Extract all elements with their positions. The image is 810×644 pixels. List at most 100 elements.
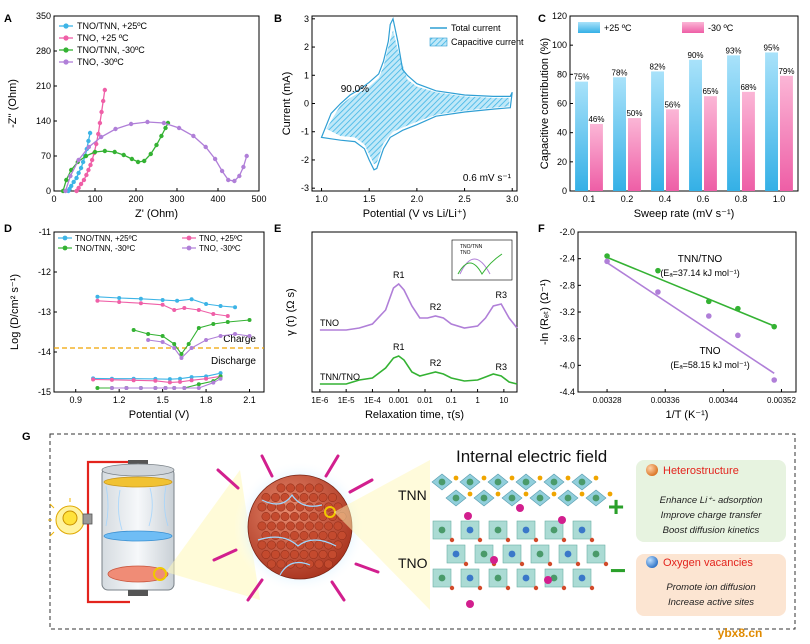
watermark: ybx8.cn (718, 626, 763, 640)
x-tick-label: 0.6 (697, 194, 710, 204)
legend-label-total: Total current (451, 23, 501, 33)
particle-grain (286, 483, 295, 493)
legend-label: TNO, +25 ºC (77, 33, 129, 43)
metal-atom (550, 574, 558, 582)
metal-atom (592, 550, 600, 558)
discharge-point (196, 386, 201, 390)
series-name-tnn: TNN/TNO (678, 254, 723, 265)
charge-point (211, 322, 216, 326)
bar-warm (613, 77, 626, 191)
data-point (212, 156, 218, 162)
metal-atom (578, 574, 586, 582)
cation-atom (550, 478, 558, 486)
x-tick-label: 300 (169, 194, 184, 204)
y-tick-label: 3 (304, 14, 309, 24)
data-point (63, 188, 68, 194)
x-tick-label: 1.5 (156, 395, 169, 405)
legend-label: TNO, -30ºC (199, 244, 241, 253)
data-point (80, 159, 86, 165)
y-tick-label: 120 (552, 11, 567, 21)
legend-marker (63, 23, 69, 29)
panel-g-schematic: + Internal electric field TNN TNO (48, 433, 796, 640)
particle-grain (328, 531, 337, 540)
data-point (92, 149, 98, 155)
bar-label: 95% (764, 43, 780, 52)
cation-atom (536, 494, 544, 502)
bar-label: 65% (702, 87, 718, 96)
charge-point (172, 308, 177, 312)
particle-grain (276, 483, 286, 493)
y-tick-label: 1 (304, 70, 309, 80)
oxygen-atom (449, 537, 455, 543)
y-tick-label: -2 (301, 155, 309, 165)
discharge-point (211, 380, 216, 385)
cation-atom (592, 494, 600, 502)
particle-grain (267, 559, 276, 569)
y-tick-label: 350 (36, 11, 51, 21)
bar-warm (727, 55, 740, 191)
ion-arrow (260, 454, 274, 478)
oxygen-atom (463, 561, 469, 567)
x-axis-label: Potential (V vs Li/Li⁺) (363, 208, 467, 220)
x-tick-label: 200 (128, 194, 143, 204)
x-tick-label: 1E-5 (338, 396, 355, 405)
x-tick-label: 0.1 (446, 396, 458, 405)
data-point (81, 177, 87, 183)
oxygen-atom (509, 475, 515, 481)
y-tick-label: -12 (38, 267, 51, 277)
charge-point (160, 302, 165, 307)
bar-label: 56% (664, 100, 680, 109)
data-point (74, 175, 79, 181)
inset-legend-1: TNO/TNN (460, 244, 483, 250)
particle-grain (290, 512, 299, 521)
inset-legend-2: TNO (460, 250, 471, 256)
charge-point (233, 305, 238, 310)
ion-arrow (330, 580, 346, 602)
particle-grain (324, 521, 333, 531)
metal-atom (578, 526, 586, 534)
bar-cold (666, 109, 679, 191)
data-point (161, 120, 167, 126)
peak-label: R1 (393, 270, 405, 280)
metal-atom (522, 574, 530, 582)
drt-line-0 (319, 282, 518, 331)
cation-atom (508, 494, 516, 502)
chart-c-capacitive-bars: 0 20 40 60 80 100 120 0.1 75% 46% 0.2 78% 50% 0.4 82% 5… (539, 11, 799, 220)
particle-grain (299, 493, 309, 502)
discharge-label: Discharge (211, 356, 256, 367)
charge-point (225, 314, 230, 318)
data-point (68, 173, 73, 179)
particle-grain (276, 559, 286, 569)
metal-atom (494, 526, 502, 534)
panel-label-c: C (538, 13, 546, 25)
y-tick-label: -14 (38, 347, 51, 357)
oxygen-atom (523, 491, 529, 497)
lithium-ion (466, 600, 474, 608)
data-point (735, 332, 741, 339)
cation-atom (452, 494, 460, 502)
particle-grain (309, 493, 318, 502)
oxygen-atom (495, 491, 501, 497)
oxygen-atom (607, 491, 613, 497)
fit-line-0 (606, 256, 775, 327)
y-axis-label: Capacitive contribution (%) (539, 38, 551, 169)
chart-e-frame (311, 231, 518, 393)
panel-label-d: D (4, 223, 12, 235)
legend-marker (62, 245, 68, 251)
particle-grain (271, 512, 280, 521)
bar-label: 82% (650, 62, 666, 71)
oxygen-atom (575, 561, 581, 567)
data-point (735, 305, 741, 312)
discharge-point (218, 371, 223, 376)
particle-grain (309, 531, 318, 540)
capacitive-percent: 90.0% (341, 84, 369, 95)
cation-atom (578, 478, 586, 486)
particle-grain (267, 502, 276, 512)
legend-marker (186, 245, 192, 251)
capacitive-area (326, 30, 510, 165)
data-point (76, 157, 81, 163)
discharge-point (172, 386, 177, 390)
data-point (96, 131, 101, 137)
charge-point (160, 334, 165, 338)
discharge-point (91, 377, 96, 382)
